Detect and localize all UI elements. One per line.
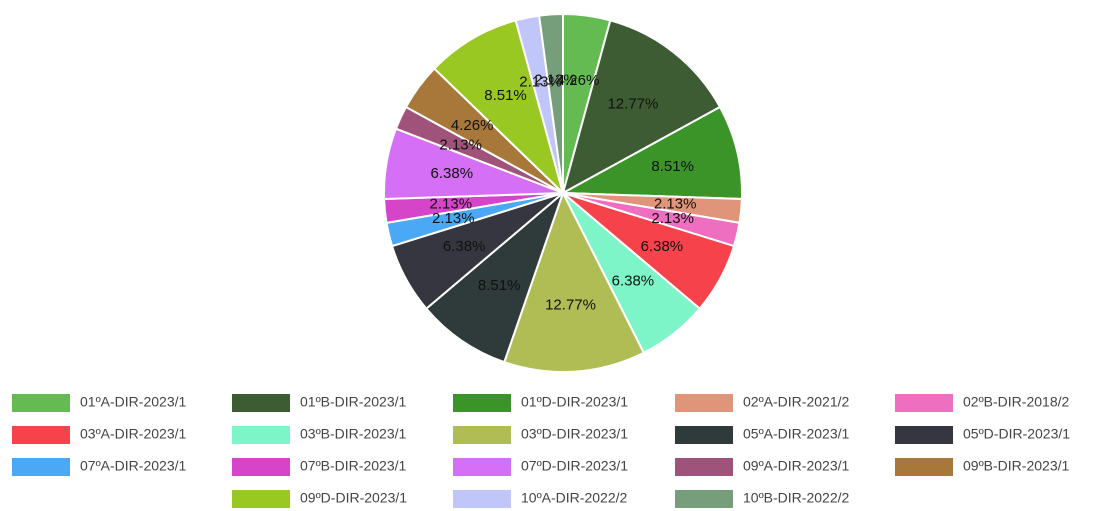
pie-slice — [537, 12, 564, 194]
legend-label: 07ºA-DIR-2023/1 — [80, 458, 186, 474]
legend-swatch — [895, 426, 953, 444]
legend-swatch — [232, 458, 290, 476]
legend-label: 02ºB-DIR-2018/2 — [963, 394, 1069, 410]
legend-swatch — [675, 490, 733, 508]
legend-swatch — [895, 394, 953, 412]
pie-slice — [561, 19, 722, 196]
data-label: 2.13% — [651, 210, 694, 227]
legend-swatch — [232, 394, 290, 412]
data-label: 6.38% — [612, 272, 655, 289]
data-label: 4.26% — [557, 72, 600, 89]
pie-slice — [432, 19, 565, 197]
legend-label: 02ºA-DIR-2021/2 — [743, 394, 849, 410]
pie-slice — [503, 190, 646, 373]
legend-label: 05ºA-DIR-2023/1 — [743, 426, 849, 442]
legend-label: 03ºB-DIR-2023/1 — [300, 426, 406, 442]
data-label: 6.38% — [641, 238, 684, 255]
legend-label: 09ºA-DIR-2023/1 — [743, 458, 849, 474]
legend-swatch — [232, 490, 290, 508]
legend-swatch — [675, 458, 733, 476]
legend-label: 07ºD-DIR-2023/1 — [521, 458, 628, 474]
legend-swatch — [675, 394, 733, 412]
legend-swatch — [12, 458, 70, 476]
legend-label: 03ºA-DIR-2023/1 — [80, 426, 186, 442]
pie-slice — [424, 189, 566, 364]
legend-label: 10ºA-DIR-2022/2 — [521, 490, 627, 506]
data-label: 8.51% — [478, 277, 521, 294]
legend-label: 09ºB-DIR-2023/1 — [963, 458, 1069, 474]
legend-swatch — [675, 426, 733, 444]
data-label: 2.13% — [654, 195, 697, 212]
data-label: 8.51% — [484, 87, 527, 104]
legend-swatch — [453, 426, 511, 444]
pie-slice — [559, 105, 743, 201]
legend-label: 01ºA-DIR-2023/1 — [80, 394, 186, 410]
data-label: 2.13% — [430, 195, 473, 212]
legend-swatch — [453, 394, 511, 412]
legend-label: 10ºB-DIR-2022/2 — [743, 490, 849, 506]
data-label: 2.13% — [432, 210, 475, 227]
data-label: 8.51% — [651, 158, 694, 175]
data-label: 12.77% — [545, 296, 596, 313]
legend-swatch — [12, 394, 70, 412]
data-label: 2.13% — [439, 137, 482, 154]
data-label: 2.13% — [519, 73, 562, 90]
legend-label: 07ºB-DIR-2023/1 — [300, 458, 406, 474]
legend-label: 05ºD-DIR-2023/1 — [963, 426, 1070, 442]
data-label: 6.38% — [431, 165, 474, 182]
legend-label: 03ºD-DIR-2023/1 — [521, 426, 628, 442]
data-label: 6.38% — [443, 238, 486, 255]
data-label: 2.13% — [534, 71, 577, 88]
legend-swatch — [895, 458, 953, 476]
legend-label: 09ºD-DIR-2023/1 — [300, 490, 407, 506]
legend-label: 01ºD-DIR-2023/1 — [521, 394, 628, 410]
data-label: 12.77% — [607, 95, 658, 112]
legend-swatch — [453, 490, 511, 508]
legend-swatch — [12, 426, 70, 444]
legend-label: 01ºB-DIR-2023/1 — [300, 394, 406, 410]
legend-swatch — [453, 458, 511, 476]
data-label: 4.26% — [451, 117, 494, 134]
legend-swatch — [232, 426, 290, 444]
